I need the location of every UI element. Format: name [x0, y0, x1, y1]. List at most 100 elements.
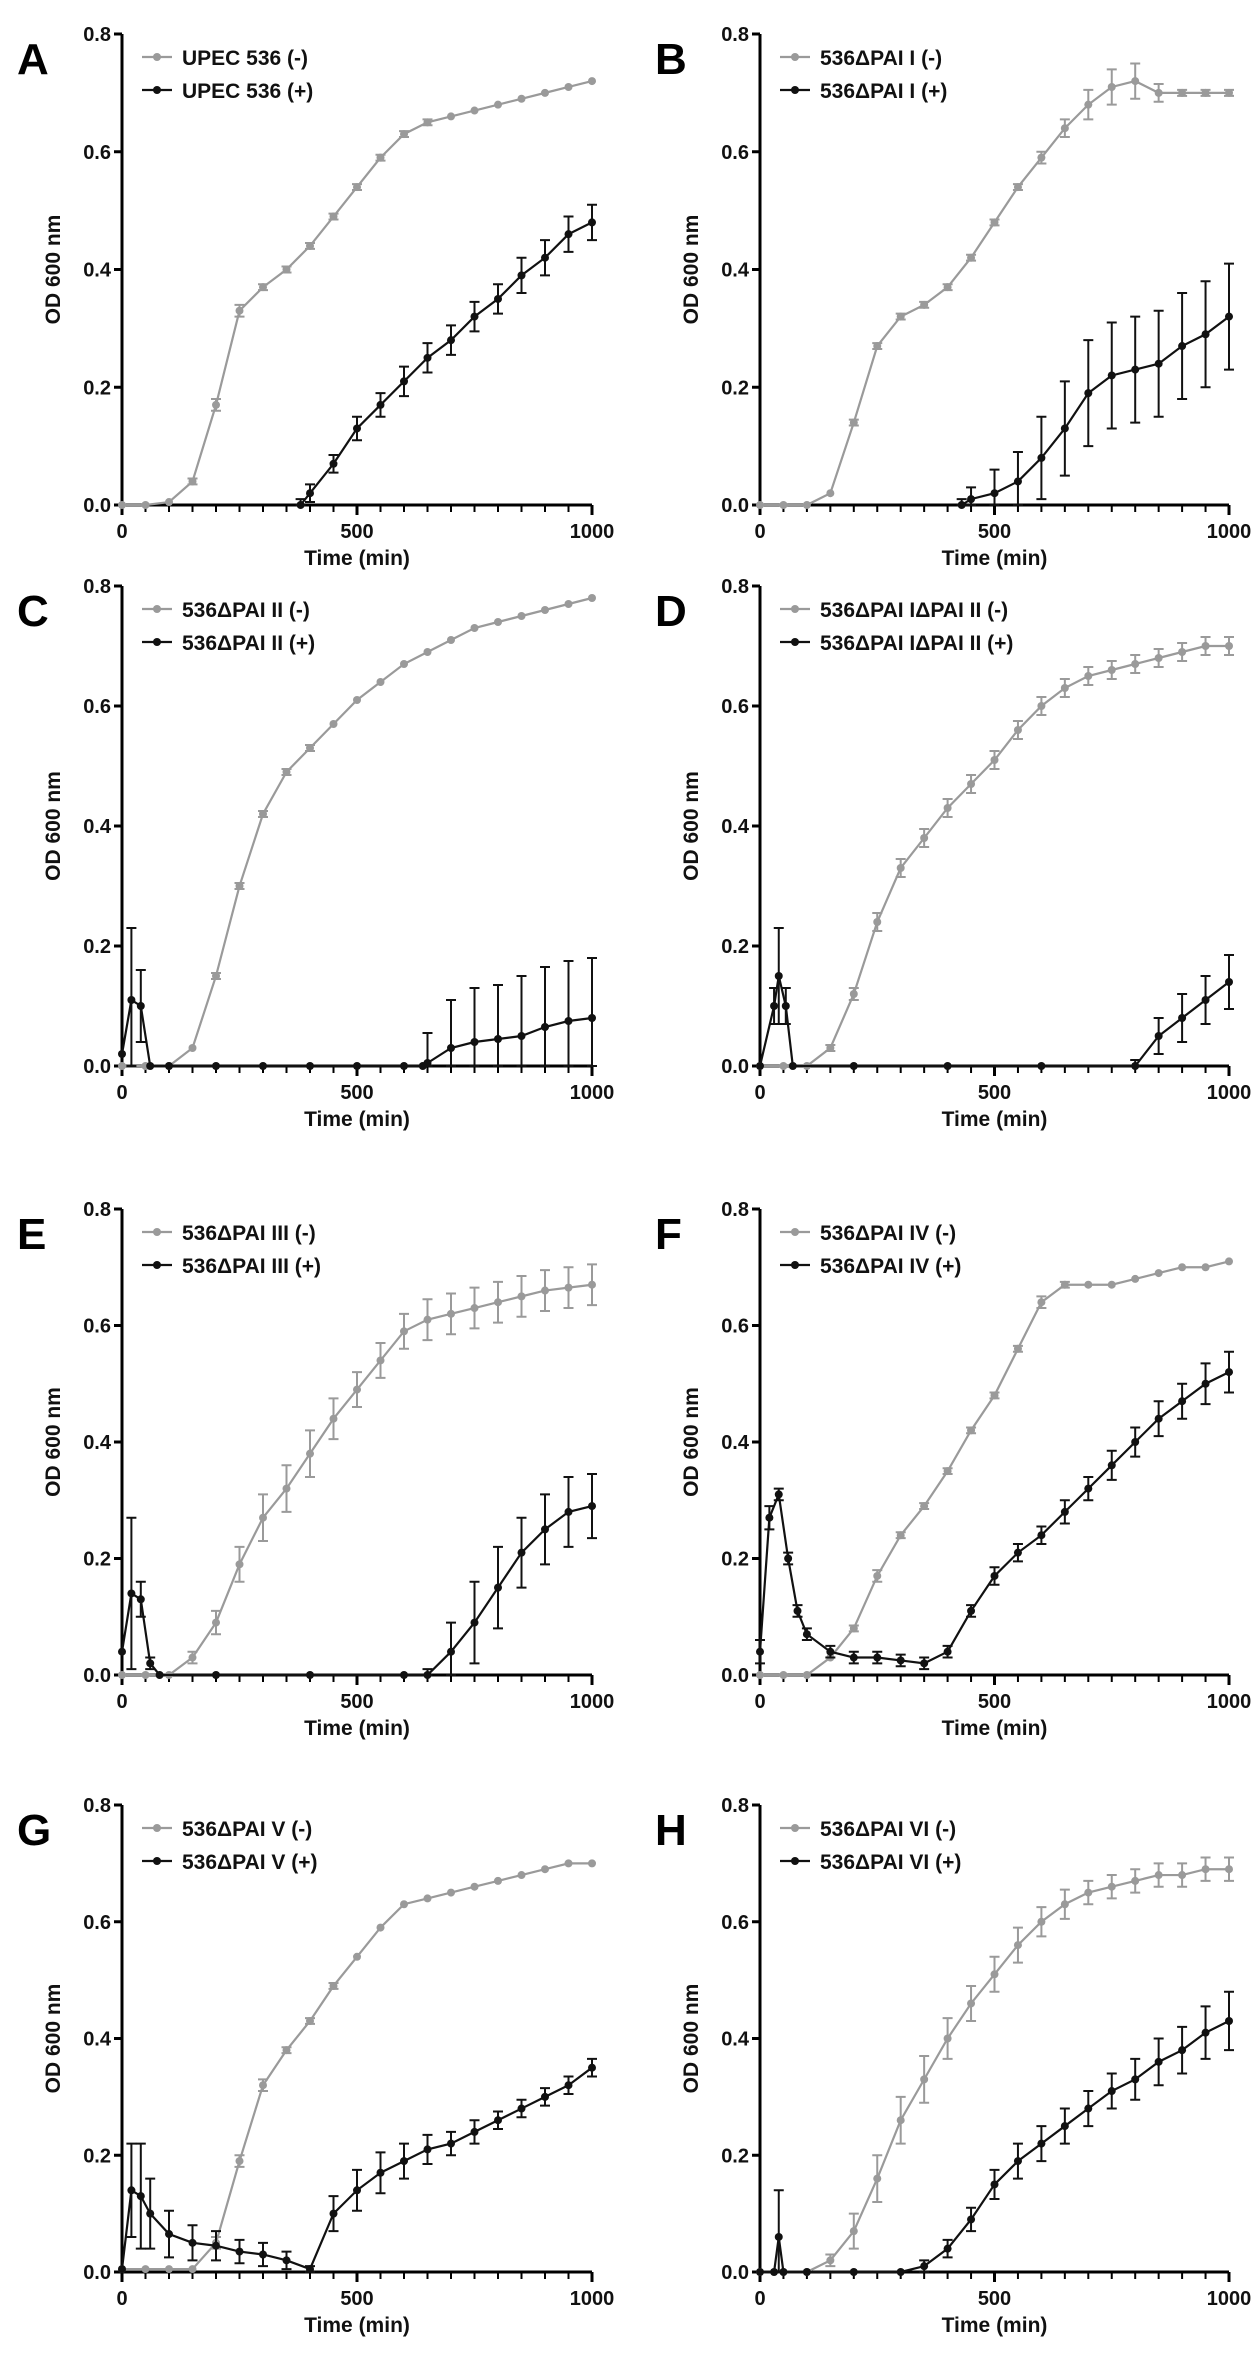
data-point [329, 720, 338, 728]
data-point [1060, 124, 1069, 133]
data-point [541, 1865, 549, 1874]
legend-label: 536ΔPAI III (+) [182, 1255, 321, 1278]
data-point [141, 1671, 150, 1679]
data-point [1178, 88, 1187, 97]
data-point [1225, 88, 1233, 97]
data-point [296, 501, 305, 509]
y-tick-label: 0.0 [83, 495, 111, 517]
data-point [1107, 2087, 1116, 2096]
legend-label: 536ΔPAI V (+) [182, 1851, 318, 1874]
data-point [920, 300, 929, 309]
data-point [873, 342, 882, 351]
panel-letter: E [17, 1210, 46, 1259]
series-line [961, 315, 1230, 506]
x-tick-label: 0 [116, 2288, 127, 2310]
data-point [306, 241, 314, 250]
data-point [849, 1624, 858, 1633]
y-tick-label: 0.0 [721, 2262, 749, 2284]
data-point [541, 253, 549, 262]
legend-marker [153, 86, 161, 94]
y-tick-label: 0.4 [721, 2029, 750, 2051]
data-point [470, 1882, 479, 1891]
data-point [235, 1560, 244, 1569]
data-point [282, 1484, 291, 1493]
data-point [118, 1050, 126, 1058]
data-point [564, 82, 573, 91]
data-point [1084, 1484, 1093, 1493]
data-point [353, 424, 361, 433]
series-plus [118, 927, 597, 1070]
data-point [1225, 1368, 1233, 1377]
series-minus [118, 77, 596, 509]
y-tick-label: 0.8 [721, 1199, 749, 1221]
data-point [784, 1554, 793, 1563]
panel-f: F 0.0 0.2 0.4 0.6 0.8 0 500 1000 Time (min) OD 600… [655, 1199, 1251, 1740]
error-bar [446, 999, 456, 1067]
data-point [1154, 1032, 1163, 1040]
data-point [1178, 1014, 1187, 1022]
error-bar [587, 957, 597, 1067]
panel-g: G 0.0 0.2 0.4 0.6 0.8 0 500 1000 Time (min) OD 600… [17, 1795, 614, 2337]
data-point [1201, 2028, 1210, 2037]
data-point [781, 1002, 790, 1010]
data-point [873, 1653, 882, 1662]
y-axis-label: OD 600 nm [680, 771, 703, 881]
data-point [943, 804, 952, 812]
x-axis-label: Time (min) [942, 1108, 1048, 1131]
data-point [1107, 1461, 1116, 1470]
data-point [165, 1062, 173, 1070]
data-point [494, 1583, 502, 1592]
data-point [967, 780, 976, 788]
x-tick-label: 0 [754, 1082, 765, 1104]
data-point [779, 1062, 788, 1070]
data-point [774, 972, 783, 980]
data-point [826, 2256, 835, 2265]
data-point [235, 2247, 244, 2256]
data-point [1084, 2104, 1093, 2113]
x-axis-label: Time (min) [304, 1108, 410, 1131]
data-point [282, 265, 291, 274]
series-minus [756, 62, 1234, 509]
panel-letter: C [17, 587, 49, 636]
data-point [118, 1062, 126, 1070]
data-point [756, 1062, 764, 1070]
legend-marker [153, 1228, 161, 1236]
data-point [259, 1062, 267, 1070]
series-line [122, 1283, 593, 1677]
y-tick-label: 0.6 [721, 142, 749, 164]
data-point [306, 2016, 314, 2025]
data-point [118, 2265, 126, 2274]
legend-label: 536ΔPAI IΔPAI II (+) [820, 632, 1013, 655]
legend-label: 536ΔPAI IV (-) [820, 1222, 956, 1245]
data-point [1225, 2016, 1233, 2025]
series-plus [295, 203, 597, 509]
data-point [1178, 1397, 1187, 1406]
data-point [967, 1999, 976, 2008]
x-tick-label: 0 [754, 521, 765, 543]
x-tick-label: 500 [978, 1082, 1011, 1104]
data-point [329, 459, 338, 468]
data-point [118, 1647, 126, 1656]
data-point [920, 834, 929, 842]
data-point [1201, 330, 1210, 339]
y-tick-label: 0.2 [721, 377, 749, 399]
data-point [1060, 684, 1069, 692]
data-point [423, 2145, 432, 2154]
data-point [423, 648, 432, 656]
data-point [136, 1002, 145, 1010]
data-point [588, 1280, 596, 1289]
panel-e: E 0.0 0.2 0.4 0.6 0.8 0 500 1000 Time (min) OD 600… [17, 1199, 614, 1740]
data-point [165, 498, 173, 507]
data-point [1225, 1865, 1233, 1874]
data-point [990, 1571, 999, 1580]
x-tick-label: 0 [754, 1691, 765, 1713]
data-point [1084, 389, 1093, 398]
data-point [943, 2244, 952, 2253]
data-point [1225, 978, 1233, 986]
data-point [1037, 153, 1046, 162]
series-line [299, 221, 593, 506]
data-point [494, 1035, 502, 1043]
data-point [447, 1888, 455, 1897]
data-point [896, 2268, 905, 2276]
data-point [826, 489, 835, 498]
